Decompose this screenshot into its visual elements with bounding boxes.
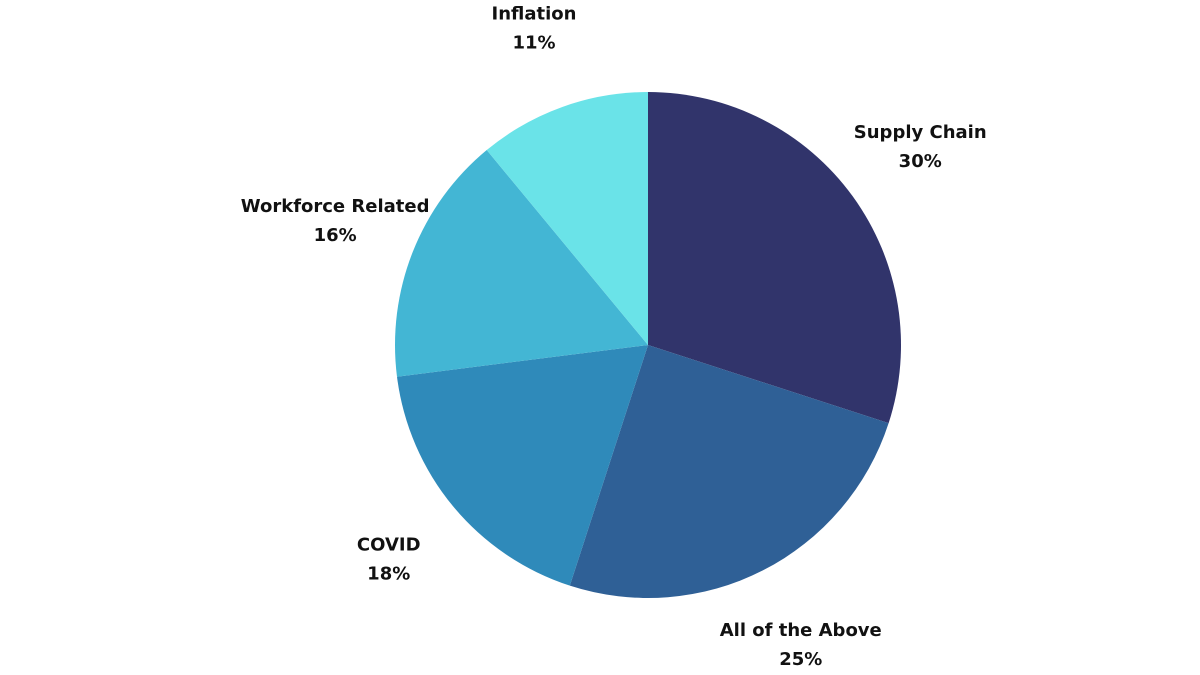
pie-slice bbox=[395, 150, 648, 377]
pie-slice bbox=[396, 345, 648, 586]
slice-label: COVID bbox=[357, 534, 421, 555]
pie-slice bbox=[648, 92, 901, 424]
slice-label: Inflation bbox=[492, 3, 577, 24]
slice-value-label: 18% bbox=[367, 563, 410, 584]
slice-label: All of the Above bbox=[720, 620, 882, 641]
slice-value-label: 30% bbox=[899, 151, 942, 172]
slice-label: Supply Chain bbox=[854, 122, 987, 143]
slice-label: Workforce Related bbox=[241, 196, 430, 217]
slice-value-label: 11% bbox=[512, 32, 555, 53]
pie-slice bbox=[569, 345, 889, 598]
pie-slice bbox=[486, 92, 648, 345]
slice-value-label: 25% bbox=[779, 649, 822, 670]
slice-value-label: 16% bbox=[314, 225, 357, 246]
